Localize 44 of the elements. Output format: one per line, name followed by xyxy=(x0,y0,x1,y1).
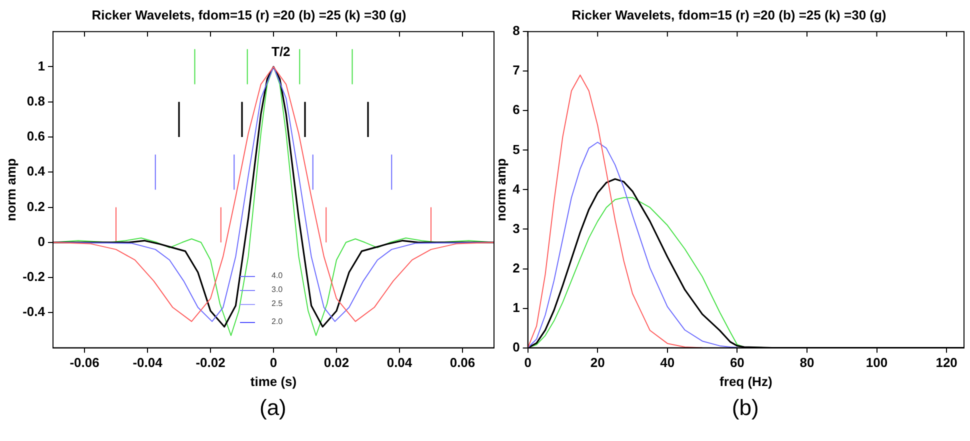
x-tick-label: 120 xyxy=(936,355,958,370)
x-tick-label: 0.04 xyxy=(386,355,413,370)
annotation: 2.0 xyxy=(272,316,283,326)
y-tick-label: 6 xyxy=(512,102,520,118)
y-tick-label: 0.8 xyxy=(26,93,45,108)
chart-title: Ricker Wavelets, fdom=15 (r) =20 (b) =25 (k) =30 (g) xyxy=(572,7,886,22)
y-tick-label: 0 xyxy=(38,234,45,249)
y-tick-label: 1 xyxy=(512,300,520,315)
annotation: 4.0 xyxy=(272,270,283,280)
y-tick-label: 0 xyxy=(512,339,520,354)
y-axis-title: norm amp xyxy=(493,158,508,222)
y-tick-label: 7 xyxy=(512,62,520,78)
x-tick-label: 0 xyxy=(524,355,532,370)
x-tick-label: 40 xyxy=(660,355,675,370)
y-tick-label: 4 xyxy=(512,181,521,196)
annotation: T/2 xyxy=(272,44,290,59)
y-tick-label: 3 xyxy=(512,220,520,236)
annotation: 3.0 xyxy=(272,284,283,294)
text: (a) xyxy=(260,395,286,421)
y-tick-label: 0.2 xyxy=(26,198,45,214)
annotation: 2.5 xyxy=(272,298,283,308)
x-tick-label: 0.02 xyxy=(324,355,350,370)
x-tick-label: 80 xyxy=(800,355,814,370)
x-tick-label: -0.06 xyxy=(70,355,100,370)
y-tick-label: 8 xyxy=(512,23,520,38)
x-tick-label: -0.04 xyxy=(132,355,164,370)
y-tick-label: 1 xyxy=(38,58,45,74)
text: (b) xyxy=(732,395,759,421)
y-tick-label: 5 xyxy=(512,142,520,157)
y-tick-label: 0.4 xyxy=(26,164,46,179)
x-tick-label: -0.02 xyxy=(196,355,226,370)
y-tick-label: 2 xyxy=(512,260,520,276)
y-tick-label: 0.6 xyxy=(26,128,45,144)
y-axis-title: norm amp xyxy=(3,158,18,222)
x-tick-label: 0 xyxy=(270,355,278,370)
chart-title: Ricker Wavelets, fdom=15 (r) =20 (b) =25 (k) =30 (g) xyxy=(92,7,406,22)
x-tick-label: 60 xyxy=(730,355,744,370)
x-tick-label: 0.06 xyxy=(450,355,476,370)
x-tick-label: 20 xyxy=(590,355,605,370)
x-axis-title: freq (Hz) xyxy=(720,374,772,389)
x-tick-label: 100 xyxy=(866,355,888,370)
x-axis-title: time (s) xyxy=(250,374,297,389)
y-tick-label: -0.2 xyxy=(22,269,45,284)
y-tick-label: -0.4 xyxy=(22,304,46,320)
